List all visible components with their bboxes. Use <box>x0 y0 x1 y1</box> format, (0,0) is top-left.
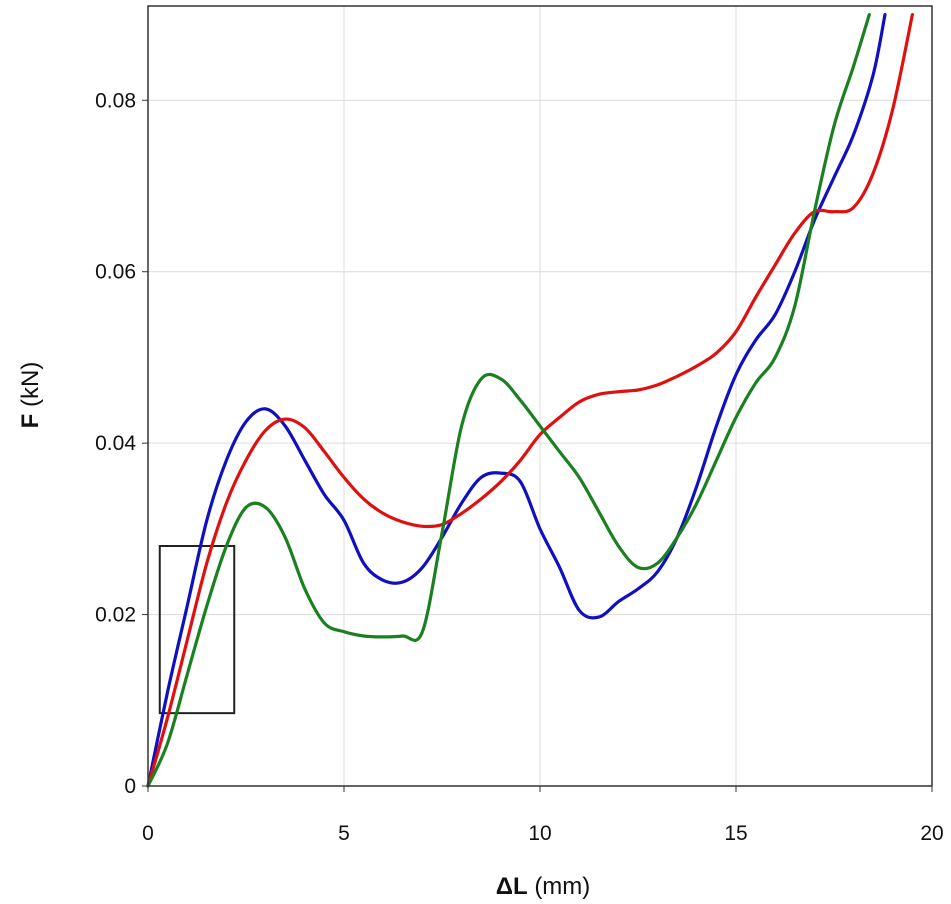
series-line-3 <box>146 13 871 788</box>
y-tick-label: 0.08 <box>95 89 136 112</box>
y-tick-label: 0 <box>124 775 136 798</box>
series-layer <box>146 13 914 788</box>
y-axis-title: F (kN) <box>17 362 44 429</box>
highlight-box <box>158 545 236 715</box>
y-axis-symbol: F <box>17 414 44 429</box>
x-tick-label: 5 <box>338 822 350 845</box>
y-axis-unit: (kN) <box>17 362 44 407</box>
y-tick-labels: 0 0.02 0.04 0.06 0.08 <box>95 89 148 798</box>
y-tick-label: 0.04 <box>95 432 136 455</box>
grid <box>147 6 933 787</box>
x-tick-label: 20 <box>920 822 943 845</box>
x-tick-label: 15 <box>724 822 747 845</box>
x-axis-unit: (mm) <box>534 873 590 900</box>
series-line-2 <box>146 13 914 788</box>
highlight-box-layer <box>158 545 236 715</box>
y-tick-label: 0.02 <box>95 604 136 627</box>
x-tick-label: 10 <box>528 822 551 845</box>
x-tick-labels: 0 5 10 15 20 <box>142 786 944 845</box>
x-axis-symbol: ΔL <box>496 873 528 900</box>
x-tick-label: 0 <box>142 822 154 845</box>
x-axis-title: ΔL (mm) <box>496 873 591 900</box>
y-tick-label: 0.06 <box>95 261 136 284</box>
series-line-1 <box>146 13 887 788</box>
